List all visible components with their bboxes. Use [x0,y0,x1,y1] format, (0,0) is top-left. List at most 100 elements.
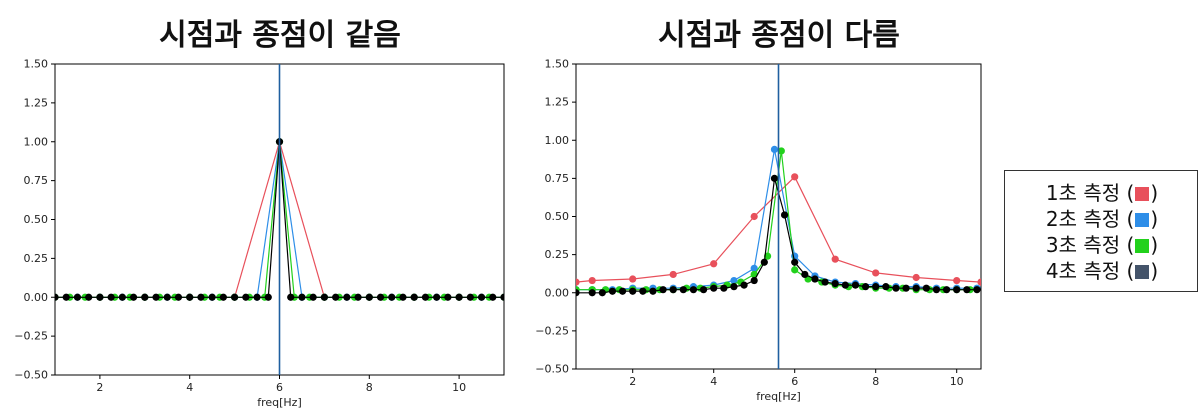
left-series-4-point [309,293,317,301]
right-series-1-point [576,278,580,286]
right-series-4-point [811,275,819,283]
right-ytick-label: 0.25 [545,248,570,261]
left-series-4-point [85,293,93,301]
right-series-4-point [760,258,768,266]
right-series-line-1 [576,175,981,283]
left-series-4-point [208,293,216,301]
right-series-4-point [791,258,799,266]
left-series-4-point [320,293,328,301]
right-series-2-point [730,276,738,285]
right-series-4-point [649,287,657,295]
right-series-4-point [629,287,637,295]
left-series-4-point [73,293,82,301]
right-ytick-label: 1.00 [545,134,570,147]
left-series-4-point [455,293,463,301]
right-series-3-point [791,266,799,274]
left-series-4-point [96,293,104,301]
right-series-line-2 [576,149,977,291]
right-xtick-label: 8 [872,375,879,388]
left-ytick-label: 0.75 [24,174,49,187]
legend-swatch-2 [1135,213,1150,227]
right-series-4-point [882,283,890,291]
left-series-4-point [55,293,59,301]
left-series-4-point [477,293,486,301]
left-series-4-point [365,293,373,301]
right-series-4-point [770,174,779,182]
right-xtick-label: 4 [710,375,717,388]
left-series-4-point [141,293,149,301]
left-series-4-point [354,293,362,301]
left-series-4-point [163,293,171,301]
right-ytick-label: 0.50 [545,210,570,223]
right-series-4-point [902,284,910,292]
right-series-1-point [750,212,758,221]
left-chart-title: 시점과 종점이 같음 [159,18,401,53]
right-xtick-label: 6 [791,375,798,388]
right-series-line-3 [576,150,971,291]
left-series-4-point [62,293,70,301]
legend-item-2: 2초 측정 () [1045,207,1159,231]
right-series-3-point [777,147,785,155]
left-ytick-label: 1.25 [24,96,49,109]
left-series-4-point [332,293,340,301]
right-series-4-point [576,289,580,297]
right-series-4-point [750,276,758,285]
left-series-4-point [152,293,160,301]
legend-label-1: 1초 측정 [1045,181,1121,205]
left-series-4-point [129,293,138,301]
right-series-4-point [598,289,606,297]
legend-label-2: 2초 측정 [1045,207,1121,231]
right-series-4-point [892,284,900,292]
left-ytick-label: 1.50 [24,58,49,71]
left-series-4-point [231,293,239,301]
right-ytick-label: 0.00 [545,286,570,299]
right-series-4-point [608,287,617,295]
left-ytick-label: 1.00 [24,135,49,148]
right-series-4-point [740,281,748,289]
left-series-4-point [444,293,452,301]
right-series-4-point [861,283,870,291]
left-series-4-point [466,293,474,301]
left-ytick-label: 0.25 [24,252,49,265]
left-ytick-label: −0.25 [14,330,48,343]
left-plot-area [55,64,504,375]
left-series-4-point [253,293,261,301]
right-series-4-point [831,280,839,288]
legend-item-4: 4초 측정 () [1045,259,1159,283]
right-series-4-point [710,284,718,292]
legend-label-4: 4초 측정 [1045,259,1121,283]
right-series-4-point [841,281,849,289]
left-series-4-point [287,293,295,301]
left-series-4-point [264,293,272,301]
right-series-4-point [953,286,961,294]
left-ytick-label: −0.50 [14,369,48,382]
right-series-4-point [639,287,647,295]
right-chart-title: 시점과 종점이 다름 [658,18,900,53]
left-xtick-label: 10 [452,381,466,394]
left-series-4-point [421,293,430,301]
right-series-4-point [588,289,596,297]
legend-swatch-4 [1135,265,1150,279]
right-series-1-point [791,173,799,181]
left-series-4-point [219,293,227,301]
right-series-4-point [780,211,789,219]
right-series-4-point [872,283,880,291]
right-series-2-point [770,145,779,153]
left-series-4-point [388,293,396,301]
right-series-1-point [629,275,637,283]
right-series-1-point [953,276,961,285]
right-series-4-point [963,286,971,294]
left-xtick-label: 4 [186,381,193,394]
right-series-4-point [942,286,951,294]
right-series-line-4 [576,178,977,294]
left-ytick-label: 0.00 [24,291,49,304]
left-series-4-point [242,293,250,301]
left-xtick-label: 8 [366,381,373,394]
right-series-1-point [977,278,981,286]
right-series-4-point [679,286,687,294]
left-series-4-point [174,293,183,301]
right-series-1-point [831,255,839,263]
right-series-4-point [922,284,930,292]
left-ytick-label: 0.50 [24,213,49,226]
